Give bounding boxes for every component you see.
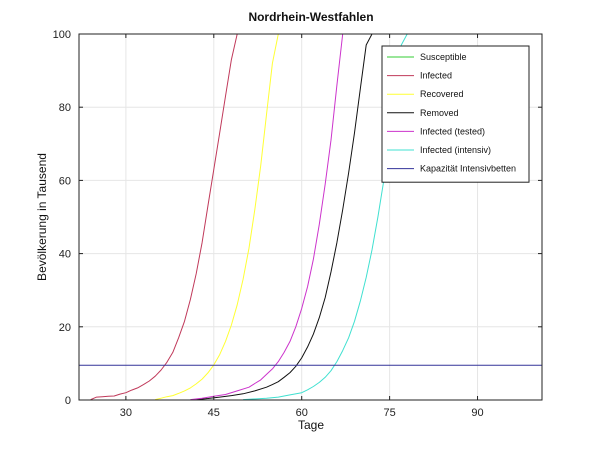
y-tick-label: 0 [65,395,71,407]
x-tick-label: 45 [208,407,220,419]
series-line-recovered [155,34,279,400]
legend-label: Infected [420,71,452,81]
ticks: 30 45 60 75 90 0 20 40 60 80 100 [53,29,542,419]
y-tick-label: 20 [59,322,71,334]
x-tick-label: 75 [383,407,395,419]
legend-label: Infected (tested) [420,126,485,136]
series-line-removed [196,34,373,400]
legend-label: Recovered [420,89,464,99]
legend-box [381,45,530,183]
x-axis-label: Tage [298,418,324,432]
y-tick-label: 60 [59,175,71,187]
x-tick-label: 30 [120,407,132,419]
series-line-infected-tested [190,34,344,400]
plot-frame [78,33,543,401]
x-tick-label: 60 [296,407,308,419]
legend-label: Infected (intensiv) [420,145,491,155]
y-tick-label: 40 [59,249,71,261]
chart-title: Nordrhein-Westfahlen [248,10,373,24]
legend-label: Removed [420,108,459,118]
legend-label: Susceptible [420,52,467,62]
y-tick-label: 80 [59,102,71,114]
series-line-infected [90,34,244,400]
x-tick-label: 90 [471,407,483,419]
legend: Susceptible Infected Recovered Removed Infec… [381,45,530,183]
legend-label: Kapazität Intensivbetten [420,164,516,174]
y-tick-label: 100 [53,29,71,41]
y-axis-label: Bevölkerung in Tausend [35,153,49,281]
